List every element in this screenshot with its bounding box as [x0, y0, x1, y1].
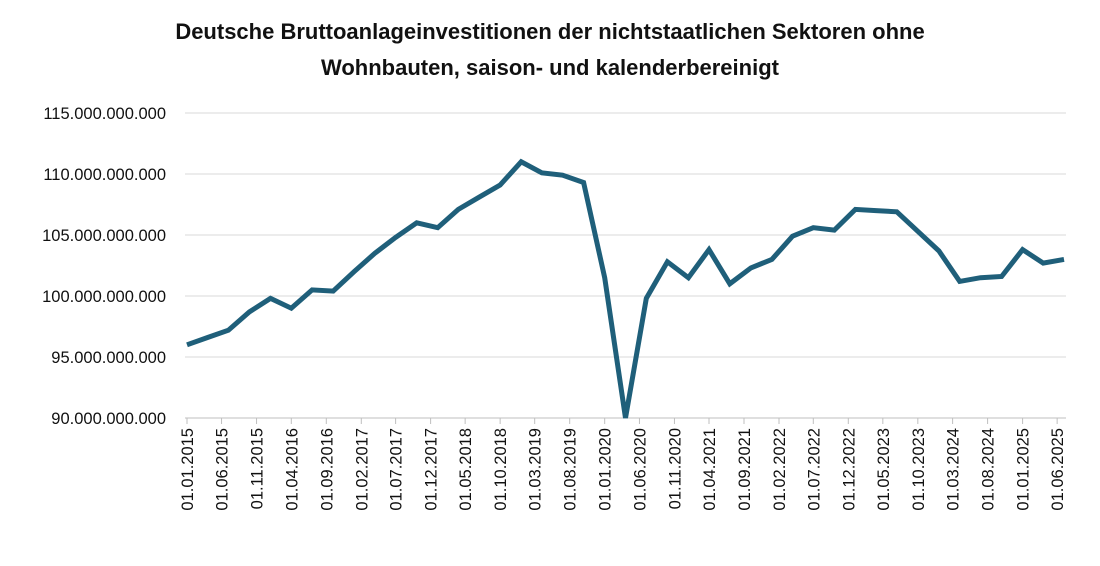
chart-title: Deutsche Bruttoanlageinvestitionen der n…	[0, 14, 1100, 86]
y-tick-label: 110.000.000.000	[43, 166, 166, 184]
x-tick-label: 01.12.2017	[423, 428, 441, 511]
y-tick-label: 105.000.000.000	[42, 227, 166, 245]
x-tick-label: 01.03.2024	[945, 428, 963, 511]
x-tick-label: 01.04.2021	[701, 428, 719, 511]
x-tick-label: 01.08.2019	[562, 428, 580, 511]
x-tick-label: 01.03.2019	[527, 428, 545, 511]
chart-title-line-2: Wohnbauten, saison- und kalenderbereinig…	[321, 55, 779, 80]
x-tick-label: 01.06.2020	[631, 428, 649, 511]
series-group	[186, 158, 1065, 419]
x-tick-label: 01.01.2015	[179, 428, 197, 511]
x-tick-label: 01.06.2025	[1049, 428, 1067, 511]
x-tick-label: 01.05.2018	[457, 428, 475, 511]
x-tick-label: 01.05.2023	[875, 428, 893, 511]
x-tick-label: 01.11.2015	[249, 428, 267, 509]
series-line	[186, 158, 1065, 419]
x-tick-label: 01.09.2021	[736, 428, 754, 511]
x-tick-label: 01.08.2024	[980, 428, 998, 511]
x-tick-label: 01.09.2016	[318, 428, 336, 511]
y-tick-label: 115.000.000.000	[43, 105, 166, 123]
x-tick-label: 01.02.2022	[771, 428, 789, 511]
chart-title-line-1: Deutsche Bruttoanlageinvestitionen der n…	[175, 19, 925, 44]
x-tick-label: 01.10.2018	[492, 428, 510, 511]
x-tick-label: 01.10.2023	[910, 428, 928, 511]
x-tick-label: 01.01.2020	[597, 428, 615, 511]
x-tick-label: 01.07.2017	[388, 428, 406, 511]
y-tick-label: 95.000.000.000	[51, 349, 166, 367]
x-tick-label: 01.11.2020	[666, 428, 684, 509]
x-axis: 01.01.2015 01.06.2015 01.11.2015 01.04.2016…	[179, 417, 1067, 511]
y-tick-label: 100.000.000.000	[42, 288, 166, 306]
gridlines	[185, 112, 1066, 419]
x-tick-label: 01.02.2017	[353, 428, 371, 511]
x-tick-label: 01.06.2015	[214, 428, 232, 511]
x-tick-label: 01.12.2022	[840, 428, 858, 511]
y-axis-tick-labels: 90.000.000.000 95.000.000.000 100.000.000.…	[42, 105, 166, 428]
y-tick-label: 90.000.000.000	[51, 410, 166, 428]
x-tick-label: 01.01.2025	[1015, 428, 1033, 511]
x-tick-label: 01.04.2016	[283, 428, 301, 511]
x-tick-label: 01.07.2022	[805, 428, 823, 511]
